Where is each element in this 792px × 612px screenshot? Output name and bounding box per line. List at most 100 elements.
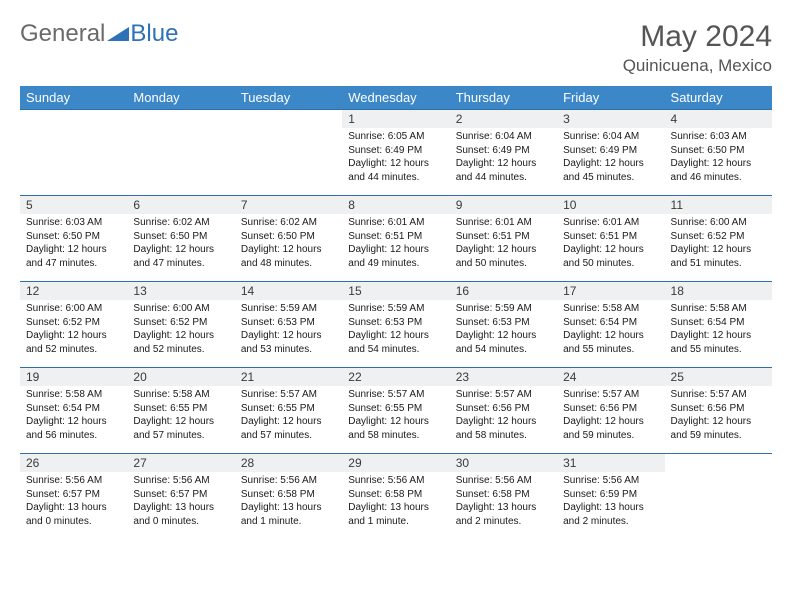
day-header: Friday: [557, 86, 664, 110]
day-number: 6: [127, 196, 234, 214]
day-details: Sunrise: 5:59 AMSunset: 6:53 PMDaylight:…: [235, 300, 342, 358]
day-number: 27: [127, 454, 234, 472]
day-number: 17: [557, 282, 664, 300]
location: Quinicuena, Mexico: [623, 56, 772, 76]
day-details: Sunrise: 5:59 AMSunset: 6:53 PMDaylight:…: [450, 300, 557, 358]
day-number: 28: [235, 454, 342, 472]
calendar-day-cell: [665, 454, 772, 540]
day-details: Sunrise: 5:57 AMSunset: 6:56 PMDaylight:…: [557, 386, 664, 444]
calendar-day-cell: [235, 110, 342, 196]
logo-triangle-icon: [107, 25, 129, 43]
calendar-day-cell: 4Sunrise: 6:03 AMSunset: 6:50 PMDaylight…: [665, 110, 772, 196]
day-details: Sunrise: 5:56 AMSunset: 6:58 PMDaylight:…: [235, 472, 342, 530]
day-details: Sunrise: 6:00 AMSunset: 6:52 PMDaylight:…: [665, 214, 772, 272]
day-number: 2: [450, 110, 557, 128]
day-number: 19: [20, 368, 127, 386]
calendar-day-cell: [127, 110, 234, 196]
day-number: 24: [557, 368, 664, 386]
calendar-day-cell: 5Sunrise: 6:03 AMSunset: 6:50 PMDaylight…: [20, 196, 127, 282]
day-header: Tuesday: [235, 86, 342, 110]
day-details: Sunrise: 5:56 AMSunset: 6:57 PMDaylight:…: [127, 472, 234, 530]
day-details: Sunrise: 5:56 AMSunset: 6:58 PMDaylight:…: [450, 472, 557, 530]
logo-text-general: General: [20, 20, 105, 48]
day-number: 3: [557, 110, 664, 128]
day-details: Sunrise: 5:58 AMSunset: 6:54 PMDaylight:…: [20, 386, 127, 444]
calendar-day-cell: 14Sunrise: 5:59 AMSunset: 6:53 PMDayligh…: [235, 282, 342, 368]
day-details: Sunrise: 6:01 AMSunset: 6:51 PMDaylight:…: [342, 214, 449, 272]
day-number: 15: [342, 282, 449, 300]
calendar-day-cell: 13Sunrise: 6:00 AMSunset: 6:52 PMDayligh…: [127, 282, 234, 368]
calendar-week-row: 5Sunrise: 6:03 AMSunset: 6:50 PMDaylight…: [20, 196, 772, 282]
calendar-day-cell: 9Sunrise: 6:01 AMSunset: 6:51 PMDaylight…: [450, 196, 557, 282]
day-number: 5: [20, 196, 127, 214]
day-details: Sunrise: 6:02 AMSunset: 6:50 PMDaylight:…: [235, 214, 342, 272]
day-details: Sunrise: 5:58 AMSunset: 6:55 PMDaylight:…: [127, 386, 234, 444]
day-number: 7: [235, 196, 342, 214]
calendar-day-cell: 20Sunrise: 5:58 AMSunset: 6:55 PMDayligh…: [127, 368, 234, 454]
day-details: Sunrise: 6:03 AMSunset: 6:50 PMDaylight:…: [665, 128, 772, 186]
day-number: 14: [235, 282, 342, 300]
calendar-day-cell: 15Sunrise: 5:59 AMSunset: 6:53 PMDayligh…: [342, 282, 449, 368]
day-details: Sunrise: 6:01 AMSunset: 6:51 PMDaylight:…: [450, 214, 557, 272]
month-title: May 2024: [623, 20, 772, 54]
day-header: Wednesday: [342, 86, 449, 110]
day-number: 4: [665, 110, 772, 128]
day-number: 31: [557, 454, 664, 472]
calendar-day-cell: 1Sunrise: 6:05 AMSunset: 6:49 PMDaylight…: [342, 110, 449, 196]
calendar-day-cell: 23Sunrise: 5:57 AMSunset: 6:56 PMDayligh…: [450, 368, 557, 454]
day-details: Sunrise: 6:00 AMSunset: 6:52 PMDaylight:…: [127, 300, 234, 358]
day-header: Sunday: [20, 86, 127, 110]
day-details: Sunrise: 6:04 AMSunset: 6:49 PMDaylight:…: [450, 128, 557, 186]
day-details: Sunrise: 6:02 AMSunset: 6:50 PMDaylight:…: [127, 214, 234, 272]
calendar-day-cell: 21Sunrise: 5:57 AMSunset: 6:55 PMDayligh…: [235, 368, 342, 454]
day-number: 30: [450, 454, 557, 472]
calendar-day-cell: 7Sunrise: 6:02 AMSunset: 6:50 PMDaylight…: [235, 196, 342, 282]
calendar-day-cell: 12Sunrise: 6:00 AMSunset: 6:52 PMDayligh…: [20, 282, 127, 368]
day-number: 20: [127, 368, 234, 386]
calendar-day-cell: 16Sunrise: 5:59 AMSunset: 6:53 PMDayligh…: [450, 282, 557, 368]
day-details: Sunrise: 5:57 AMSunset: 6:56 PMDaylight:…: [450, 386, 557, 444]
day-number: 18: [665, 282, 772, 300]
day-details: Sunrise: 6:00 AMSunset: 6:52 PMDaylight:…: [20, 300, 127, 358]
calendar-day-cell: 31Sunrise: 5:56 AMSunset: 6:59 PMDayligh…: [557, 454, 664, 540]
day-details: Sunrise: 5:56 AMSunset: 6:57 PMDaylight:…: [20, 472, 127, 530]
calendar-day-cell: 27Sunrise: 5:56 AMSunset: 6:57 PMDayligh…: [127, 454, 234, 540]
day-details: Sunrise: 6:04 AMSunset: 6:49 PMDaylight:…: [557, 128, 664, 186]
day-number: 13: [127, 282, 234, 300]
calendar-week-row: 19Sunrise: 5:58 AMSunset: 6:54 PMDayligh…: [20, 368, 772, 454]
calendar-day-cell: 18Sunrise: 5:58 AMSunset: 6:54 PMDayligh…: [665, 282, 772, 368]
day-details: Sunrise: 6:03 AMSunset: 6:50 PMDaylight:…: [20, 214, 127, 272]
day-number: 8: [342, 196, 449, 214]
day-header: Thursday: [450, 86, 557, 110]
day-number: 23: [450, 368, 557, 386]
calendar-day-cell: 2Sunrise: 6:04 AMSunset: 6:49 PMDaylight…: [450, 110, 557, 196]
calendar-day-cell: 28Sunrise: 5:56 AMSunset: 6:58 PMDayligh…: [235, 454, 342, 540]
day-number: 1: [342, 110, 449, 128]
calendar-day-cell: 19Sunrise: 5:58 AMSunset: 6:54 PMDayligh…: [20, 368, 127, 454]
calendar-table: Sunday Monday Tuesday Wednesday Thursday…: [20, 86, 772, 540]
calendar-day-cell: 26Sunrise: 5:56 AMSunset: 6:57 PMDayligh…: [20, 454, 127, 540]
day-number: 9: [450, 196, 557, 214]
calendar-day-cell: 29Sunrise: 5:56 AMSunset: 6:58 PMDayligh…: [342, 454, 449, 540]
logo-text-blue: Blue: [130, 20, 178, 48]
calendar-week-row: 1Sunrise: 6:05 AMSunset: 6:49 PMDaylight…: [20, 110, 772, 196]
day-number: 21: [235, 368, 342, 386]
day-number: 22: [342, 368, 449, 386]
calendar-day-cell: 6Sunrise: 6:02 AMSunset: 6:50 PMDaylight…: [127, 196, 234, 282]
day-details: Sunrise: 5:57 AMSunset: 6:55 PMDaylight:…: [235, 386, 342, 444]
calendar-day-cell: 11Sunrise: 6:00 AMSunset: 6:52 PMDayligh…: [665, 196, 772, 282]
title-block: May 2024 Quinicuena, Mexico: [623, 20, 772, 76]
day-header: Monday: [127, 86, 234, 110]
day-details: Sunrise: 5:58 AMSunset: 6:54 PMDaylight:…: [665, 300, 772, 358]
day-details: Sunrise: 5:58 AMSunset: 6:54 PMDaylight:…: [557, 300, 664, 358]
logo: General Blue: [20, 20, 178, 48]
calendar-week-row: 12Sunrise: 6:00 AMSunset: 6:52 PMDayligh…: [20, 282, 772, 368]
day-details: Sunrise: 5:56 AMSunset: 6:58 PMDaylight:…: [342, 472, 449, 530]
calendar-day-cell: 30Sunrise: 5:56 AMSunset: 6:58 PMDayligh…: [450, 454, 557, 540]
day-number: 25: [665, 368, 772, 386]
header: General Blue May 2024 Quinicuena, Mexico: [20, 20, 772, 76]
calendar-week-row: 26Sunrise: 5:56 AMSunset: 6:57 PMDayligh…: [20, 454, 772, 540]
day-number: 16: [450, 282, 557, 300]
calendar-day-cell: 3Sunrise: 6:04 AMSunset: 6:49 PMDaylight…: [557, 110, 664, 196]
calendar-day-cell: 17Sunrise: 5:58 AMSunset: 6:54 PMDayligh…: [557, 282, 664, 368]
